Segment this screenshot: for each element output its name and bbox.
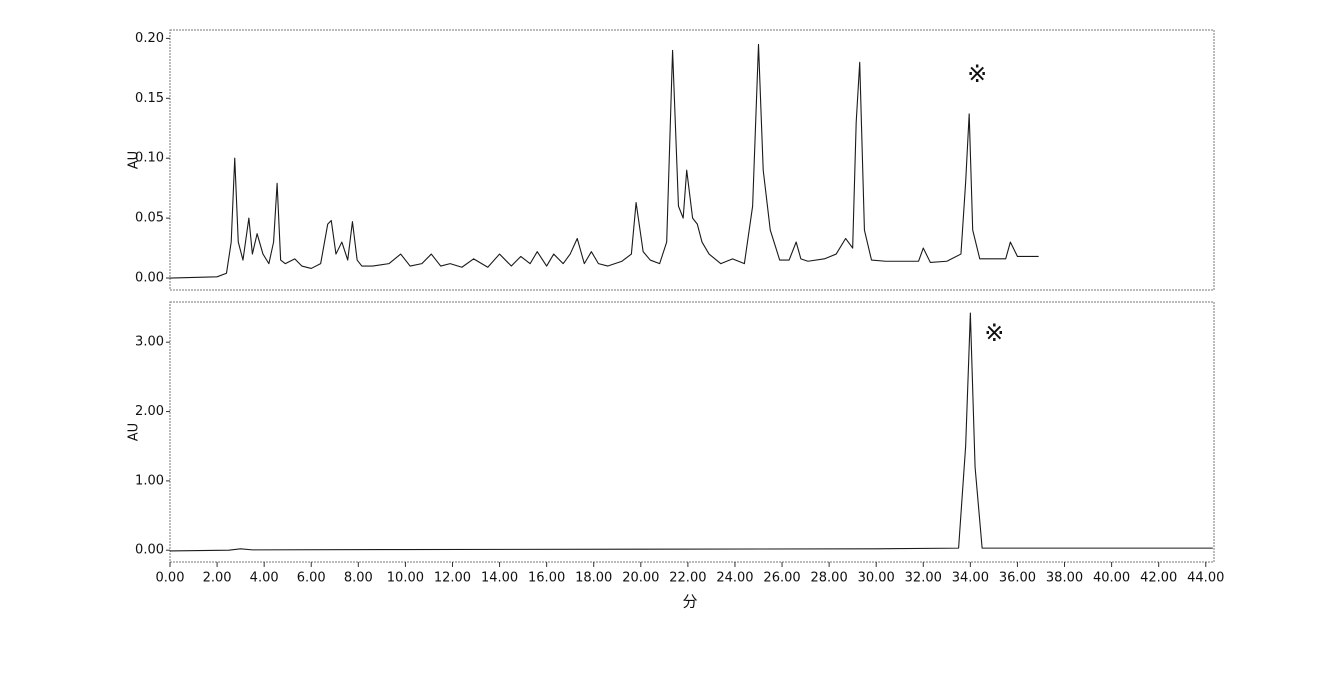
y-tick-label: 0.00 [135, 271, 164, 286]
x-tick-label: 36.00 [999, 571, 1036, 586]
y-tick-label: 0.15 [135, 91, 164, 106]
plot-frame [170, 30, 1214, 290]
x-tick-label: 16.00 [528, 571, 565, 586]
x-tick-label: 2.00 [203, 571, 232, 586]
x-tick-label: 34.00 [952, 571, 989, 586]
x-tick-label: 26.00 [763, 571, 800, 586]
x-tick-label: 12.00 [434, 571, 471, 586]
x-tick-label: 20.00 [622, 571, 659, 586]
y-tick-label: 0.05 [135, 211, 164, 226]
annotation: ※ [967, 60, 987, 88]
y-tick-label: 0.00 [135, 543, 164, 558]
x-tick-label: 38.00 [1046, 571, 1083, 586]
y-tick-label: 2.00 [135, 404, 164, 419]
chromatogram-line [170, 44, 1039, 278]
x-axis-label: 分 [682, 593, 697, 611]
x-tick-label: 28.00 [811, 571, 848, 586]
x-tick-label: 14.00 [481, 571, 518, 586]
x-tick-label: 18.00 [575, 571, 612, 586]
x-tick-label: 40.00 [1093, 571, 1130, 586]
x-tick-label: 22.00 [669, 571, 706, 586]
chart: 0.000.050.100.150.20AU※0.001.002.003.000… [0, 0, 1339, 693]
y-tick-label: 1.00 [135, 473, 164, 488]
x-tick-label: 42.00 [1140, 571, 1177, 586]
x-tick-label: 8.00 [344, 571, 373, 586]
plot-frame [170, 302, 1214, 562]
y-tick-label: 0.20 [135, 31, 164, 46]
y-axis-label: AU [127, 423, 142, 441]
x-tick-label: 32.00 [905, 571, 942, 586]
x-tick-label: 24.00 [716, 571, 753, 586]
x-tick-label: 30.00 [858, 571, 895, 586]
annotation: ※ [984, 319, 1004, 347]
x-tick-label: 44.00 [1187, 571, 1224, 586]
y-tick-label: 3.00 [135, 335, 164, 350]
y-axis-label: AU [127, 151, 142, 169]
x-tick-label: 10.00 [387, 571, 424, 586]
chromatogram-line [170, 313, 1213, 551]
x-tick-label: 0.00 [156, 571, 185, 586]
x-tick-label: 6.00 [297, 571, 326, 586]
x-tick-label: 4.00 [250, 571, 279, 586]
